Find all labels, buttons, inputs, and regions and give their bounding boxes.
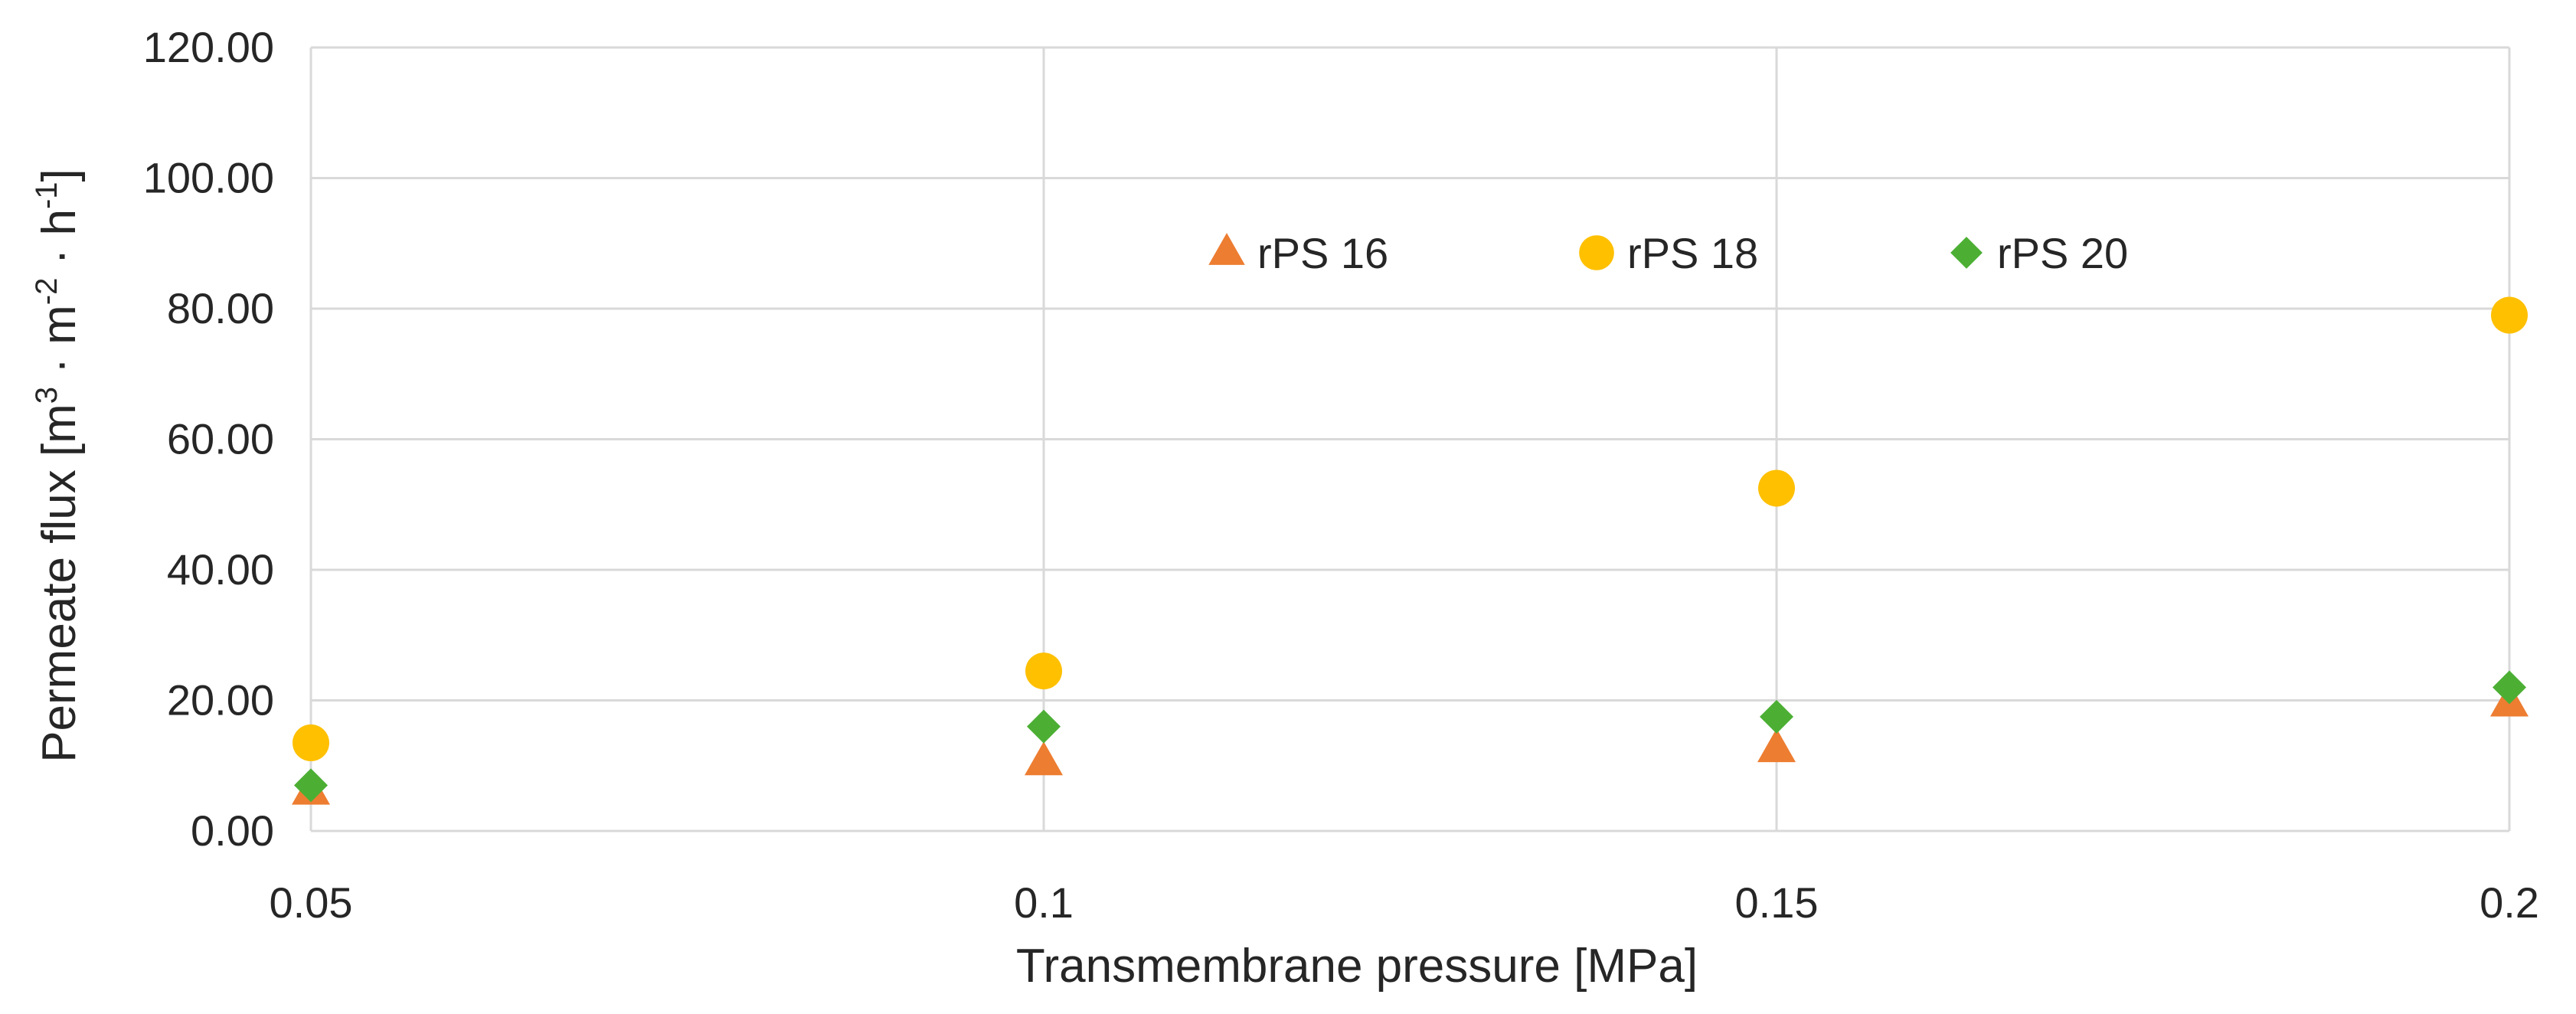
data-point (1025, 741, 1063, 776)
y-tick-label: 0.00 (191, 806, 274, 855)
legend-label: rPS 20 (1997, 229, 2128, 277)
y-axis-title-sup-1: 3 (30, 387, 64, 404)
y-tick-label: 60.00 (167, 415, 274, 463)
x-tick-label: 0.05 (270, 878, 353, 927)
legend-marker (1579, 235, 1614, 270)
y-axis-title-sup-2: -2 (30, 278, 64, 306)
data-point (1760, 699, 1793, 734)
data-point (2493, 670, 2526, 705)
legend-label: rPS 18 (1627, 229, 1758, 277)
legend-marker (1950, 237, 1983, 269)
data-point (1757, 728, 1796, 763)
x-axis-title: Transmembrane pressure [MPa] (1016, 940, 1698, 993)
y-axis-title-prefix: Permeate flux [m (33, 404, 86, 763)
data-point (1758, 469, 1795, 507)
legend-item: rPS 18 (1579, 229, 1758, 277)
data-point (1025, 653, 1062, 690)
legend-item: rPS 16 (1208, 229, 1388, 277)
series-rps-20 (294, 670, 2526, 803)
x-tick-label: 0.1 (1014, 878, 1074, 927)
y-axis-title-mid-2: · h (33, 209, 86, 278)
data-point (1027, 709, 1061, 744)
y-tick-label: 120.00 (143, 23, 274, 71)
legend-label: rPS 16 (1257, 229, 1388, 277)
gridlines (309, 46, 2511, 832)
legend: rPS 16 rPS 18 rPS 20 (1208, 229, 2128, 277)
y-axis-ticks: 0.00 20.00 40.00 60.00 80.00 100.00 120.00 (143, 23, 274, 855)
y-axis-title-sup-3: -1 (30, 182, 64, 209)
y-axis-title: Permeate flux [m3 · m-2 · h-1] (30, 168, 86, 763)
y-axis-title-mid-1: · m (33, 305, 86, 387)
x-tick-label: 0.15 (1735, 878, 1819, 927)
y-axis-title-suffix: ] (33, 168, 86, 182)
data-series (292, 296, 2529, 805)
data-point (293, 724, 329, 761)
y-tick-label: 100.00 (143, 154, 274, 202)
y-tick-label: 40.00 (167, 545, 274, 594)
data-point (294, 768, 328, 803)
x-tick-label: 0.2 (2480, 878, 2539, 927)
x-axis-ticks: 0.05 0.1 0.15 0.2 (270, 878, 2539, 927)
data-point (2491, 296, 2528, 334)
legend-marker (1208, 233, 1245, 265)
y-tick-label: 80.00 (167, 284, 274, 332)
legend-item: rPS 20 (1950, 229, 2128, 277)
series-rps-18 (293, 296, 2528, 761)
y-tick-label: 20.00 (167, 676, 274, 725)
